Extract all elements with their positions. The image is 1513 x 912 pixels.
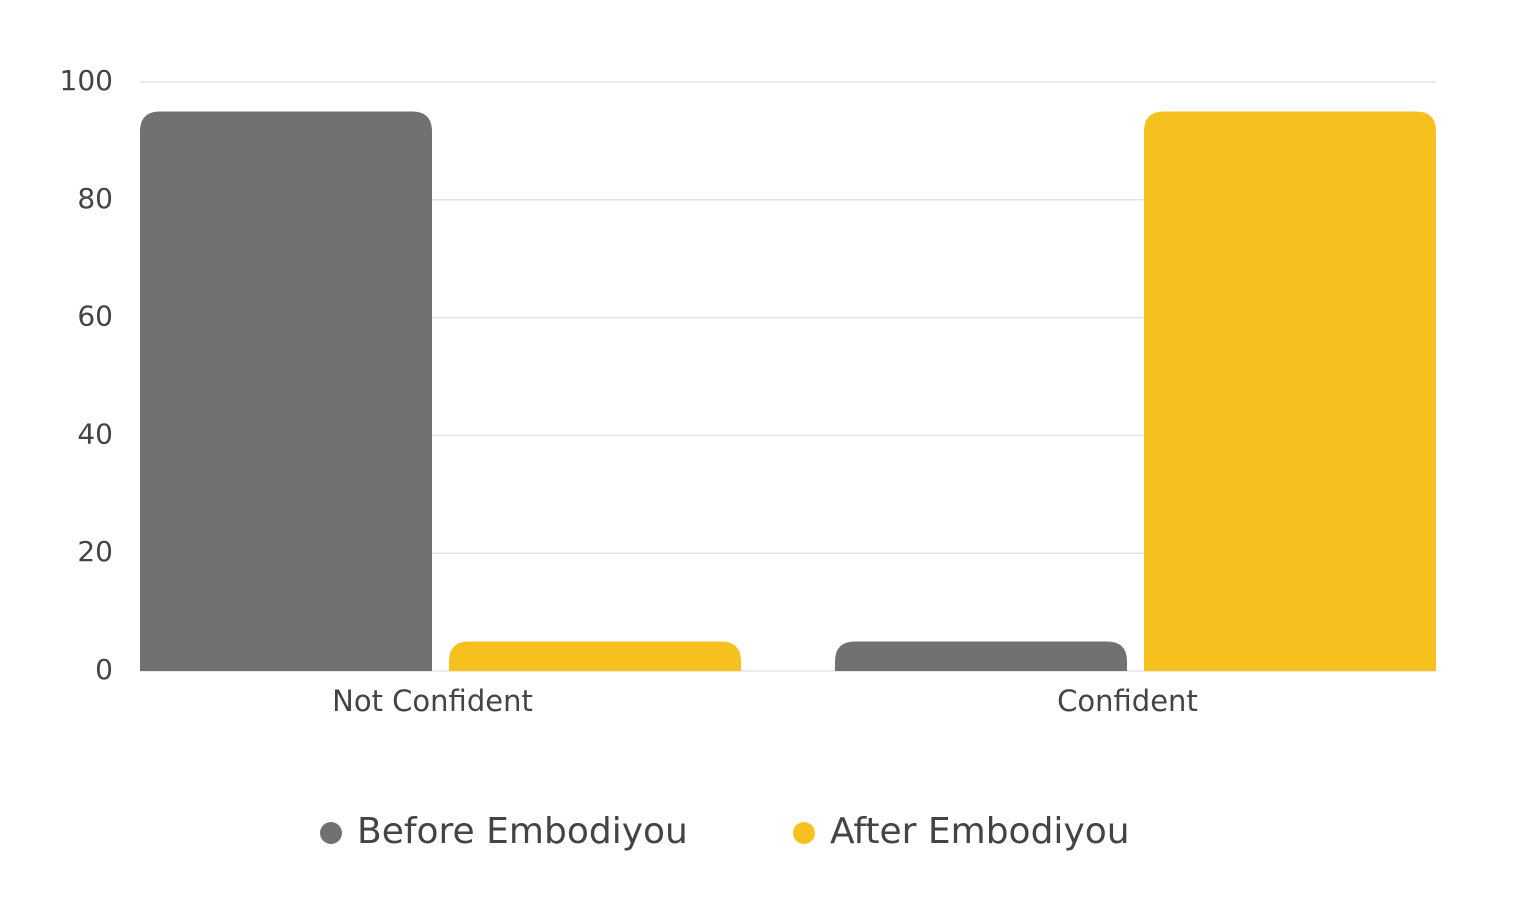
y-tick-label: 80	[77, 182, 113, 215]
legend-marker	[793, 822, 815, 844]
x-tick-label: Confident	[1057, 684, 1198, 718]
legend-label: After Embodiyou	[830, 811, 1130, 852]
y-tick-label: 40	[77, 417, 113, 450]
bar	[449, 641, 741, 671]
y-tick-label: 100	[60, 64, 113, 97]
bar	[140, 111, 432, 671]
legend-marker	[320, 822, 342, 844]
y-tick-label: 60	[77, 300, 113, 333]
y-tick-label: 20	[77, 535, 113, 568]
bar	[1144, 111, 1436, 671]
legend-label: Before Embodiyou	[357, 811, 688, 852]
x-tick-label: Not Confident	[332, 684, 533, 718]
bar	[835, 641, 1127, 671]
y-tick-label: 0	[95, 653, 113, 686]
